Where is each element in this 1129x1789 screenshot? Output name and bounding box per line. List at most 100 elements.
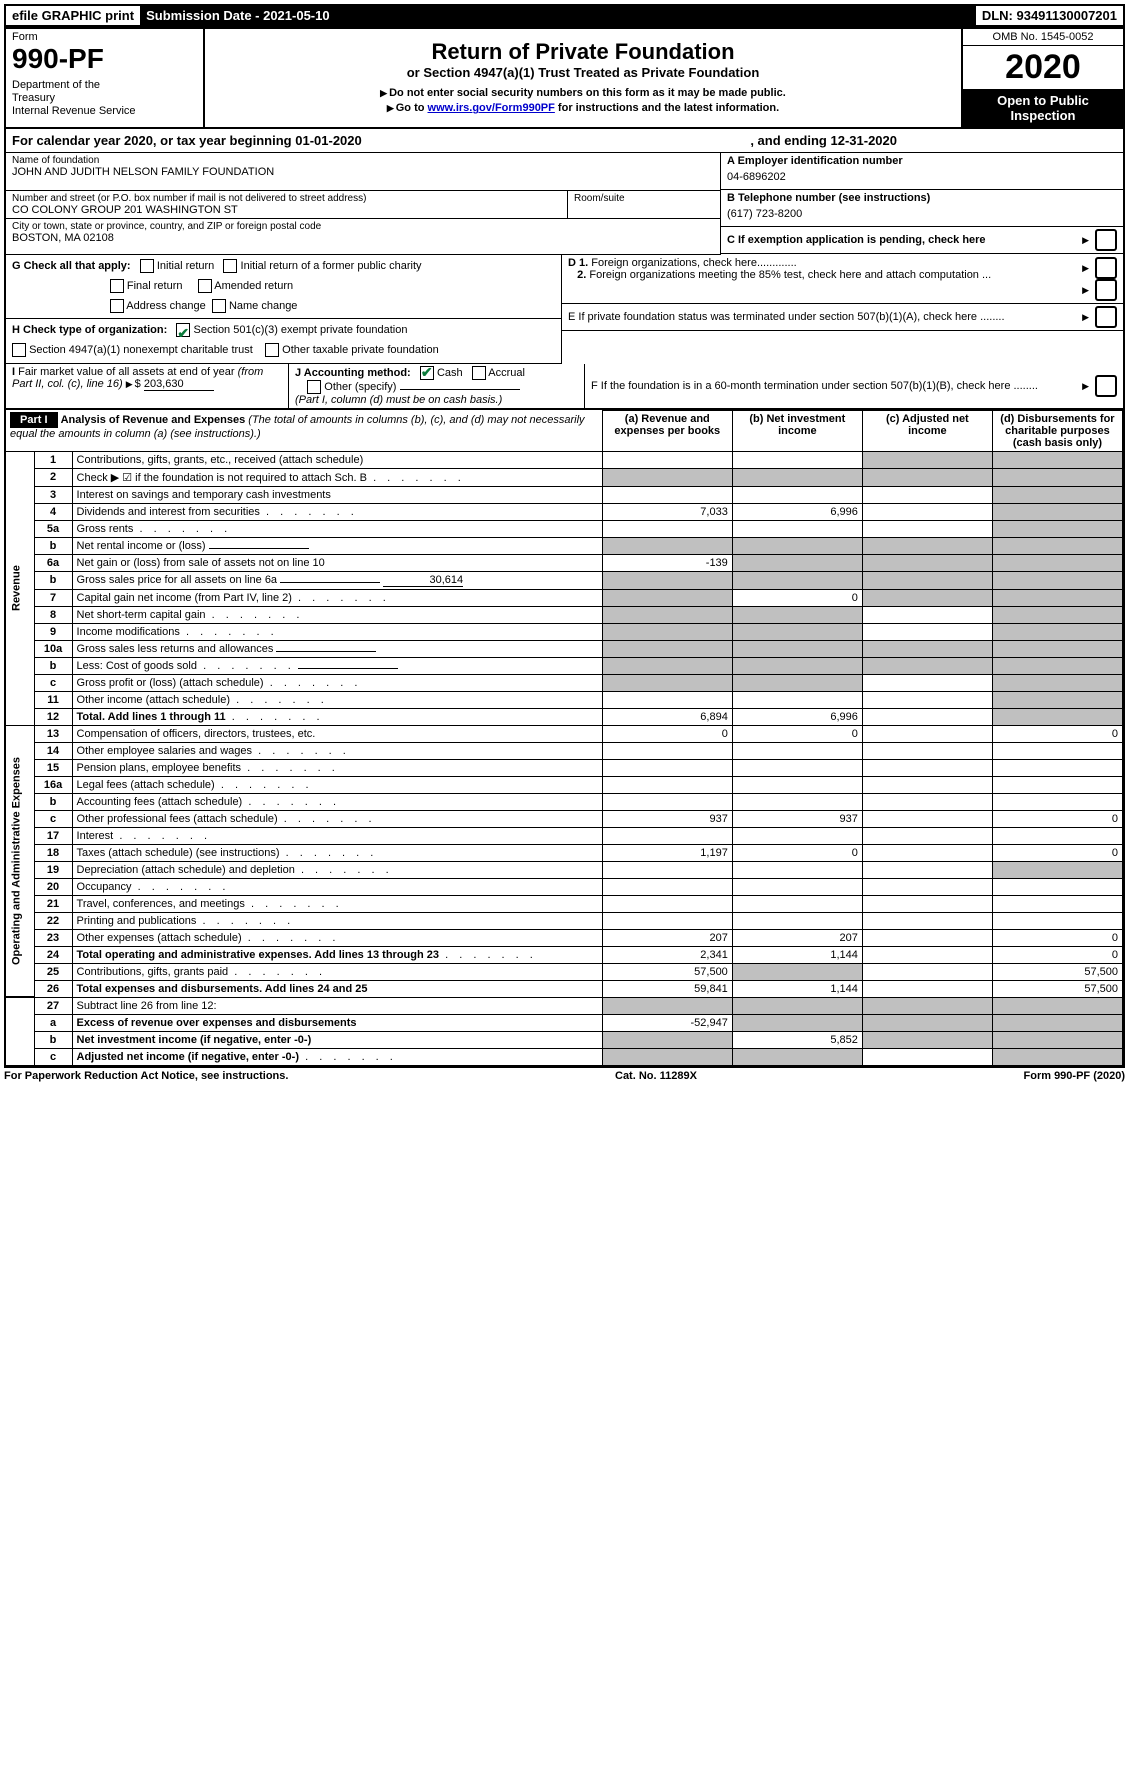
- addr-label: Number and street (or P.O. box number if…: [12, 193, 561, 204]
- h-other-tax[interactable]: [265, 343, 279, 357]
- g-initial-former[interactable]: [223, 259, 237, 273]
- line-number: 23: [34, 929, 72, 946]
- cell-d: [992, 606, 1122, 623]
- cell-d: [992, 589, 1122, 606]
- ij-block: I Fair market value of all assets at end…: [6, 364, 1123, 410]
- table-row: 15Pension plans, employee benefits . . .…: [6, 759, 1123, 776]
- cell-b: [732, 468, 862, 486]
- cell-a: -52,947: [602, 1014, 732, 1031]
- j-other[interactable]: [307, 380, 321, 394]
- d2-checkbox[interactable]: [1095, 279, 1117, 301]
- g-initial[interactable]: [140, 259, 154, 273]
- line-desc: Legal fees (attach schedule) . . . . . .…: [72, 776, 602, 793]
- cell-a: [602, 520, 732, 537]
- c-checkbox[interactable]: [1095, 229, 1117, 251]
- line-desc: Taxes (attach schedule) (see instruction…: [72, 844, 602, 861]
- city-label: City or town, state or province, country…: [12, 221, 714, 232]
- cell-d: [992, 708, 1122, 725]
- cell-d: [992, 640, 1122, 657]
- g-final[interactable]: [110, 279, 124, 293]
- cell-c: [862, 691, 992, 708]
- footer-center: Cat. No. 11289X: [615, 1070, 697, 1082]
- tax-year: 2020: [963, 46, 1123, 89]
- form-number: 990-PF: [12, 43, 197, 75]
- city: BOSTON, MA 02108: [12, 232, 714, 244]
- table-row: 7Capital gain net income (from Part IV, …: [6, 589, 1123, 606]
- cell-a: 2,341: [602, 946, 732, 963]
- cell-c: [862, 929, 992, 946]
- h-4947[interactable]: [12, 343, 26, 357]
- cell-d: [992, 674, 1122, 691]
- table-row: cGross profit or (loss) (attach schedule…: [6, 674, 1123, 691]
- table-row: 12Total. Add lines 1 through 11 . . . . …: [6, 708, 1123, 725]
- cell-b: [732, 793, 862, 810]
- table-row: Revenue1Contributions, gifts, grants, et…: [6, 451, 1123, 468]
- phone-label: B Telephone number (see instructions): [727, 192, 1117, 204]
- line-desc: Contributions, gifts, grants, etc., rece…: [72, 451, 602, 468]
- line-desc: Other expenses (attach schedule) . . . .…: [72, 929, 602, 946]
- table-row: 5aGross rents . . . . . . .: [6, 520, 1123, 537]
- cell-d: 0: [992, 810, 1122, 827]
- top-bar: efile GRAPHIC print Submission Date - 20…: [4, 4, 1125, 27]
- table-row: cAdjusted net income (if negative, enter…: [6, 1048, 1123, 1065]
- line-desc: Excess of revenue over expenses and disb…: [72, 1014, 602, 1031]
- entity-block: Name of foundation JOHN AND JUDITH NELSO…: [6, 153, 1123, 255]
- cell-c: [862, 861, 992, 878]
- form-subtitle: or Section 4947(a)(1) Trust Treated as P…: [213, 65, 953, 80]
- cell-b: [732, 691, 862, 708]
- j-accrual[interactable]: [472, 366, 486, 380]
- cell-c: [862, 451, 992, 468]
- checks-block: G Check all that apply: Initial return I…: [6, 255, 1123, 364]
- f-checkbox[interactable]: [1095, 375, 1117, 397]
- cell-a: 6,894: [602, 708, 732, 725]
- cell-c: [862, 571, 992, 589]
- table-row: 22Printing and publications . . . . . . …: [6, 912, 1123, 929]
- line-number: 20: [34, 878, 72, 895]
- cell-d: [992, 537, 1122, 554]
- cell-c: [862, 810, 992, 827]
- submission-date: Submission Date - 2021-05-10: [140, 6, 976, 25]
- section-label: Revenue: [6, 451, 34, 725]
- cell-b: [732, 997, 862, 1014]
- cell-d: [992, 503, 1122, 520]
- h-501c3[interactable]: [176, 323, 190, 337]
- line-desc: Other income (attach schedule) . . . . .…: [72, 691, 602, 708]
- cell-a: [602, 912, 732, 929]
- cell-b: [732, 1048, 862, 1065]
- e-checkbox[interactable]: [1095, 306, 1117, 328]
- d1-checkbox[interactable]: [1095, 257, 1117, 279]
- line-number: b: [34, 571, 72, 589]
- g-amended[interactable]: [198, 279, 212, 293]
- footer: For Paperwork Reduction Act Notice, see …: [4, 1068, 1125, 1084]
- header-center: Return of Private Foundation or Section …: [205, 29, 961, 127]
- line-number: b: [34, 793, 72, 810]
- line-number: 1: [34, 451, 72, 468]
- line-number: 21: [34, 895, 72, 912]
- line-number: b: [34, 537, 72, 554]
- address: CO COLONY GROUP 201 WASHINGTON ST: [12, 204, 561, 216]
- line-desc: Total operating and administrative expen…: [72, 946, 602, 963]
- cell-a: [602, 571, 732, 589]
- form-notes: Do not enter social security numbers on …: [213, 86, 953, 117]
- part1-table: Part I Analysis of Revenue and Expenses …: [6, 410, 1123, 1066]
- g-name[interactable]: [212, 299, 226, 313]
- g-address[interactable]: [110, 299, 124, 313]
- table-row: 14Other employee salaries and wages . . …: [6, 742, 1123, 759]
- cell-b: [732, 674, 862, 691]
- cell-a: [602, 861, 732, 878]
- ein-label: A Employer identification number: [727, 155, 1117, 167]
- line-desc: Gross sales less returns and allowances: [72, 640, 602, 657]
- cell-a: 207: [602, 929, 732, 946]
- cell-a: [602, 1048, 732, 1065]
- line-number: 15: [34, 759, 72, 776]
- cell-a: [602, 759, 732, 776]
- cell-c: [862, 980, 992, 997]
- cell-a: [602, 468, 732, 486]
- j-cash[interactable]: [420, 366, 434, 380]
- cell-a: [602, 537, 732, 554]
- cell-a: 57,500: [602, 963, 732, 980]
- cell-d: 57,500: [992, 980, 1122, 997]
- cell-a: [602, 997, 732, 1014]
- line-number: 16a: [34, 776, 72, 793]
- instructions-link[interactable]: www.irs.gov/Form990PF: [428, 102, 555, 114]
